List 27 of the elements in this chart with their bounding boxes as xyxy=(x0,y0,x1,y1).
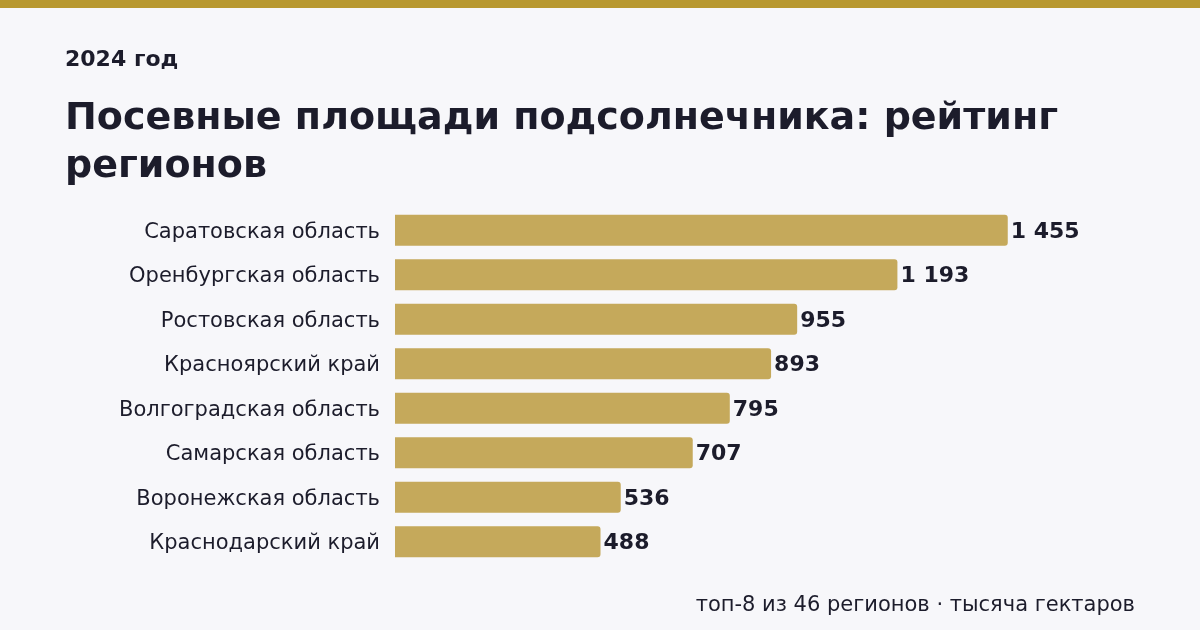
bar xyxy=(395,481,621,513)
bar xyxy=(395,392,730,424)
y-tick-label: Воронежская область xyxy=(136,485,380,510)
data-label: 707 xyxy=(695,440,742,466)
text: 2024 год xyxy=(65,46,179,71)
bar xyxy=(395,259,898,291)
y-tick-label: Самарская область xyxy=(165,441,380,466)
data-label: 955 xyxy=(800,306,847,332)
y-tick-label: Красноярский край xyxy=(164,352,380,377)
chart-title: Посевные площади подсолнечника: рейтинг регионов xyxy=(65,93,1059,188)
y-tick-label: Волгоградская область xyxy=(119,396,380,421)
text: топ-8 из 46 регионов · тысяча гектаров xyxy=(695,592,1135,616)
data-label: 1 193 xyxy=(900,262,970,288)
y-tick-label: Ростовская область xyxy=(160,307,380,332)
bar xyxy=(395,437,693,469)
y-tick-label: Оренбургская область xyxy=(129,263,380,288)
data-label: 1 455 xyxy=(1010,217,1080,243)
bar xyxy=(395,214,1008,246)
data-label: 893 xyxy=(774,351,821,377)
data-label: 536 xyxy=(623,484,670,510)
data-label: 488 xyxy=(603,529,650,555)
bar xyxy=(395,526,601,558)
bar xyxy=(395,303,798,335)
data-label: 795 xyxy=(732,395,779,421)
bar xyxy=(395,348,772,380)
y-tick-label: Краснодарский край xyxy=(149,530,380,555)
y-tick-label: Саратовская область xyxy=(144,218,380,243)
